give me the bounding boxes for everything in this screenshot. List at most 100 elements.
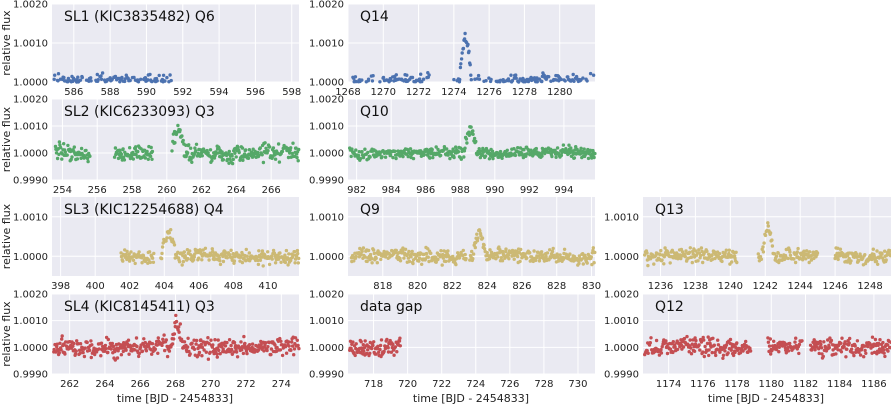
data-point: [227, 338, 232, 342]
data-point: [79, 146, 84, 151]
data-point: [284, 351, 289, 355]
data-point: [102, 349, 107, 353]
data-point: [514, 73, 518, 77]
data-point: [180, 134, 184, 138]
data-point: [491, 156, 495, 161]
data-point: [537, 259, 542, 263]
data-point: [477, 147, 481, 151]
x-tick-label: 828: [547, 281, 566, 292]
data-point: [510, 79, 515, 83]
data-point: [253, 258, 258, 263]
data-point: [882, 351, 886, 355]
data-point: [115, 346, 119, 350]
data-point: [734, 250, 738, 254]
x-tick-label: 596: [246, 87, 265, 98]
plot-area: [643, 294, 891, 374]
data-point: [692, 349, 697, 353]
x-tick-label: 1242: [753, 281, 778, 292]
data-point: [822, 340, 826, 344]
data-point: [353, 75, 358, 79]
data-point: [817, 351, 821, 356]
data-point: [701, 260, 705, 265]
y-tick-label: 0.9990: [13, 176, 48, 187]
data-point: [452, 155, 456, 160]
data-point: [231, 157, 235, 162]
data-point: [401, 154, 405, 159]
panel-SL3-2: 1.0000 1.0010 818 820 822 824 826 828 830 Q9: [309, 197, 601, 292]
data-point: [540, 146, 545, 151]
data-point: [380, 155, 384, 159]
data-point: [60, 334, 64, 338]
data-point: [428, 156, 432, 160]
data-point: [461, 248, 465, 253]
data-point: [772, 339, 776, 343]
data-point: [148, 72, 152, 77]
data-point: [788, 250, 792, 254]
data-point: [507, 79, 511, 83]
data-point: [783, 345, 787, 350]
data-point: [836, 246, 840, 250]
data-point: [393, 345, 398, 349]
data-point: [718, 350, 722, 354]
data-point: [245, 351, 249, 356]
data-point: [197, 350, 202, 355]
data-point: [788, 253, 793, 257]
data-point: [65, 153, 69, 157]
data-point: [379, 257, 383, 262]
data-point: [354, 79, 358, 84]
panel-title: SL4 (KIC8145411) Q3: [64, 299, 215, 315]
x-tick-label: 728: [534, 379, 553, 390]
data-point: [279, 260, 283, 264]
data-point: [232, 350, 236, 354]
data-point: [60, 337, 64, 341]
data-point: [283, 260, 288, 265]
data-point: [848, 336, 852, 341]
data-point: [186, 336, 190, 340]
data-point: [724, 343, 729, 347]
data-point: [216, 151, 220, 155]
data-point: [189, 146, 193, 150]
data-point: [289, 348, 293, 352]
panel-title: data gap: [360, 299, 422, 315]
data-point: [146, 78, 150, 82]
data-point: [884, 258, 888, 262]
data-point: [78, 342, 83, 346]
data-point: [500, 156, 504, 160]
data-point: [359, 252, 363, 256]
data-point: [365, 351, 369, 356]
data-point: [371, 343, 375, 348]
data-points: [351, 31, 596, 84]
data-point: [362, 349, 366, 353]
data-point: [487, 157, 492, 161]
data-point: [354, 148, 358, 152]
data-point: [93, 352, 97, 357]
data-point: [280, 353, 285, 358]
data-point: [123, 79, 127, 84]
data-point: [62, 142, 66, 146]
data-point: [260, 249, 265, 253]
data-point: [129, 250, 133, 254]
data-point: [479, 234, 483, 238]
panel-title: Q12: [655, 299, 684, 315]
data-point: [182, 340, 187, 344]
data-point: [659, 248, 663, 253]
data-point: [161, 337, 165, 341]
data-point: [278, 251, 282, 255]
data-point: [563, 79, 567, 83]
data-point: [875, 249, 879, 253]
data-point: [79, 156, 83, 160]
x-tick-label: 268: [166, 379, 185, 390]
data-point: [402, 256, 406, 260]
data-point: [370, 79, 375, 83]
x-tick-label: 592: [173, 87, 192, 98]
data-point: [142, 337, 146, 341]
data-point: [145, 149, 149, 154]
data-point: [287, 252, 291, 256]
data-point: [649, 336, 653, 340]
data-point: [475, 232, 479, 236]
data-point: [735, 341, 739, 345]
data-point: [293, 257, 298, 261]
data-point: [682, 336, 687, 341]
data-point: [190, 341, 194, 345]
